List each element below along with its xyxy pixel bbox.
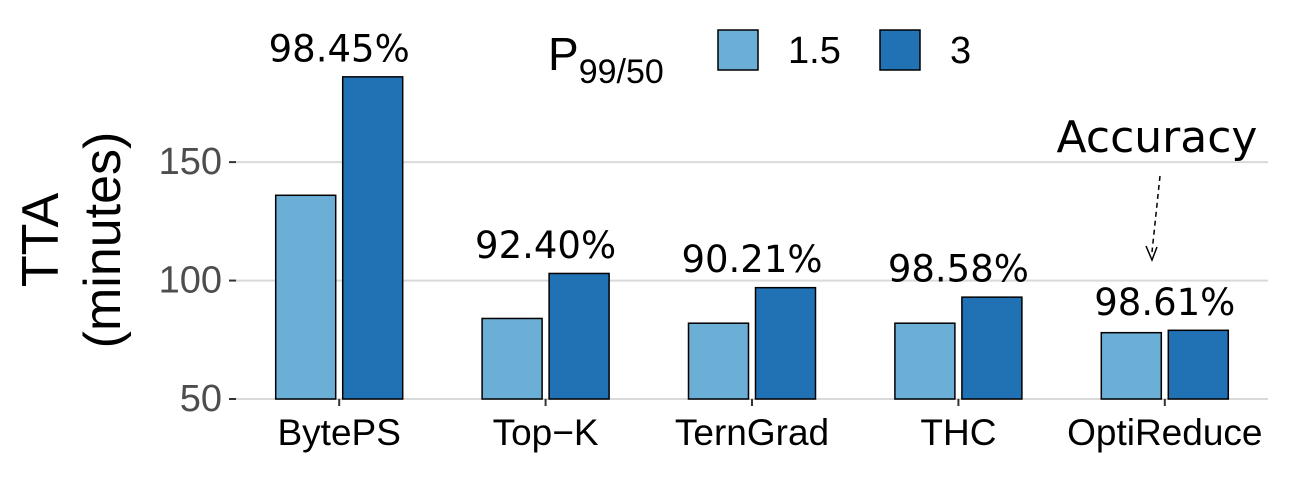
annotation: Accuracy [1057,112,1258,163]
y-tick-label: 150 [159,141,222,183]
bar [687,322,750,400]
legend-title-main: P [548,28,579,80]
bar [548,272,610,400]
legend-title: P99/50 [548,28,664,91]
accuracy-label: 98.58% [888,248,1029,291]
y-axis-label-line: TTA [12,193,70,288]
legend-label: 3 [950,30,971,72]
plot: 50 100 150 TTA(minutes) BytePS 98.45% Top−K 92.… [12,27,1268,453]
bar [961,296,1023,400]
x-tick-label: BytePS [277,412,400,453]
y-axis-label-line: (minutes) [74,132,132,349]
x-tick-label: THC [920,412,996,453]
bar [341,76,404,400]
annotation-arrow [1151,175,1161,253]
bar [274,194,337,400]
bar [1167,329,1230,400]
legend-swatch [717,29,759,71]
y-tick-label: 100 [159,260,222,302]
accuracy-label: 92.40% [475,224,616,267]
y-tick-label: 50 [180,378,222,420]
legend-swatch [879,29,921,71]
bar [481,317,543,400]
x-tick-label: TernGrad [675,412,829,453]
bar [1100,331,1163,400]
bar [754,286,817,400]
bar [894,322,956,400]
accuracy-label: 98.45% [269,27,410,70]
accuracy-label: 90.21% [681,238,822,281]
annotation-arrowhead [1145,245,1158,262]
x-tick-label: OptiReduce [1067,412,1262,453]
accuracy-label: 98.61% [1094,281,1235,324]
x-tick-label: Top−K [493,412,599,453]
legend-label: 1.5 [788,30,841,72]
y-axis-label: TTA(minutes) [12,132,132,349]
legend-title-sub: 99/50 [579,53,664,91]
